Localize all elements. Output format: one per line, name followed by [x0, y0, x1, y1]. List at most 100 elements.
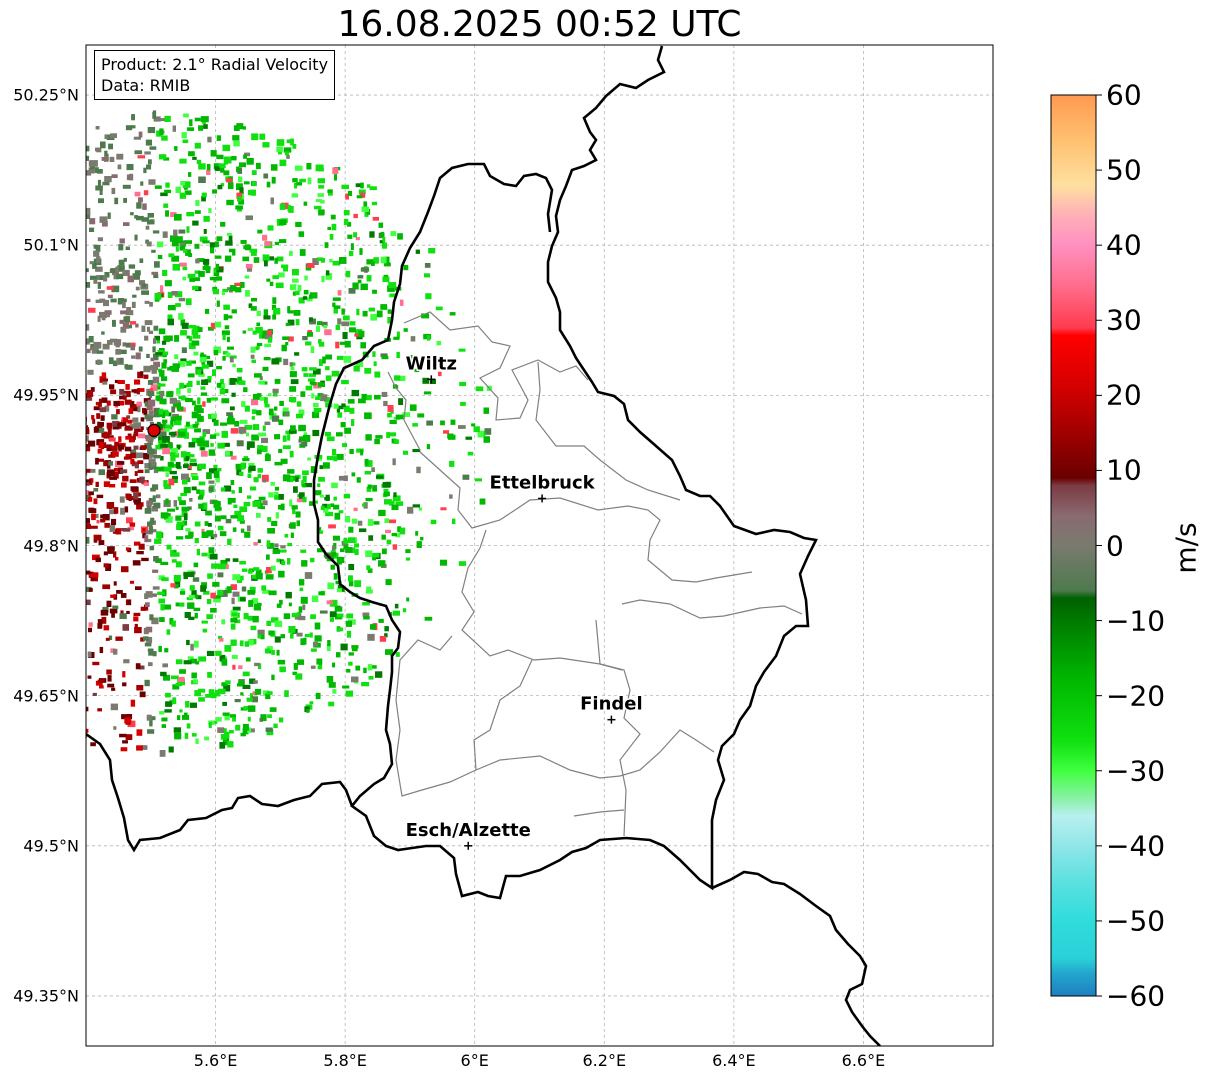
radar-echo-bin [122, 624, 129, 631]
radar-echo-bin [205, 510, 212, 516]
city-label: Esch/Alzette [406, 820, 531, 841]
radar-echo-bin [232, 606, 241, 611]
radar-echo-bin [196, 489, 200, 494]
radar-echo-bin [75, 668, 79, 671]
radar-echo-bin [383, 488, 389, 494]
radar-echo-bin [17, 453, 23, 458]
radar-echo-bin [196, 548, 200, 556]
radar-echo-bin [209, 277, 218, 281]
radar-echo-bin [91, 415, 95, 420]
radar-echo-bin [165, 498, 169, 505]
radar-echo-bin [226, 418, 235, 425]
radar-echo-bin [247, 327, 254, 331]
radar-echo-bin [113, 551, 117, 558]
radar-echo-bin [250, 693, 254, 699]
radar-echo-bin [28, 660, 36, 663]
radar-echo-bin [325, 494, 330, 501]
radar-echo-bin [173, 402, 181, 407]
radar-echo-bin [178, 395, 186, 399]
radar-echo-bin [163, 359, 168, 364]
radar-echo-bin [337, 585, 344, 592]
radar-echo-bin [311, 648, 317, 652]
radar-echo-bin [44, 162, 50, 168]
radar-echo-bin [178, 431, 186, 437]
radar-echo-bin [220, 734, 227, 740]
radar-echo-bin [7, 175, 14, 181]
radar-echo-bin [295, 673, 303, 680]
radar-echo-bin [428, 248, 436, 254]
radar-echo-bin [471, 423, 476, 427]
radar-echo-bin [86, 728, 89, 733]
radar-echo-bin [378, 509, 386, 517]
radar-echo-bin [16, 433, 23, 438]
radar-echo-bin [41, 456, 46, 461]
radar-echo-bin [262, 142, 270, 148]
radar-echo-bin [63, 663, 68, 669]
radar-echo-bin [252, 574, 256, 579]
radar-echo-bin [89, 227, 95, 232]
radar-echo-bin [9, 454, 14, 459]
radar-echo-bin [131, 301, 136, 308]
lon-tick-label: 6.2°E [582, 1051, 627, 1070]
radar-echo-bin [184, 190, 192, 195]
radar-echo-bin [199, 489, 205, 496]
radar-echo-bin [144, 469, 150, 474]
radar-echo-bin [379, 240, 385, 244]
radar-echo-bin [224, 325, 230, 330]
radar-echo-bin [146, 500, 152, 507]
radar-echo-bin [86, 482, 90, 486]
radar-echo-bin [22, 468, 25, 472]
radar-echo-bin [101, 397, 108, 403]
radar-echo-bin [25, 164, 32, 168]
radar-echo-bin [264, 333, 273, 340]
radar-echo-bin [209, 468, 217, 474]
radar-echo-bin [226, 412, 233, 416]
radar-echo-bin [143, 398, 151, 404]
radar-echo-bin [164, 648, 169, 653]
radar-echo-bin [131, 389, 137, 393]
radar-echo-bin [206, 599, 212, 605]
radar-echo-bin [387, 285, 395, 292]
radar-echo-bin [107, 212, 111, 219]
radar-echo-bin [160, 192, 168, 197]
radar-echo-bin [126, 517, 133, 524]
radar-echo-bin [180, 492, 187, 497]
radar-echo-bin [423, 391, 432, 395]
radar-echo-bin [153, 466, 159, 474]
radar-echo-bin [29, 275, 36, 280]
radar-echo-bin [292, 144, 297, 149]
radar-echo-bin [242, 330, 246, 334]
radar-echo-bin [170, 420, 174, 427]
radar-echo-bin [274, 461, 283, 466]
radar-echo-bin [179, 262, 187, 267]
radar-echo-bin [162, 412, 166, 418]
radar-echo-bin [289, 450, 294, 458]
radar-echo-bin [98, 441, 104, 449]
radar-echo-bin [75, 625, 81, 628]
radar-echo-bin [296, 182, 303, 186]
radar-echo-bin [164, 115, 171, 122]
radar-echo-bin [146, 326, 150, 332]
radar-echo-bin [399, 299, 404, 306]
radar-echo-bin [167, 461, 174, 468]
radar-echo-bin [359, 248, 363, 255]
radar-echo-bin [254, 688, 262, 695]
radar-echo-bin [20, 659, 25, 664]
radar-echo-bin [123, 222, 130, 226]
radar-echo-bin [326, 676, 334, 683]
borders [86, 45, 881, 1046]
radar-echo-bin [246, 157, 254, 165]
radar-echo-bin [355, 183, 364, 188]
radar-echo-bin [89, 218, 96, 225]
radar-echo-bin [96, 169, 103, 174]
radar-echo-bin [231, 597, 235, 605]
radar-echo-bin [314, 490, 322, 496]
radar-echo-bin [28, 417, 35, 422]
radar-echo-bin [167, 314, 173, 319]
radar-echo-bin [126, 610, 130, 614]
radar-echo-bin [77, 613, 84, 618]
radar-echo-bin [343, 210, 350, 216]
radar-echo-bin [18, 492, 25, 497]
radar-echo-bin [265, 574, 274, 580]
radar-echo-bin [234, 282, 241, 287]
